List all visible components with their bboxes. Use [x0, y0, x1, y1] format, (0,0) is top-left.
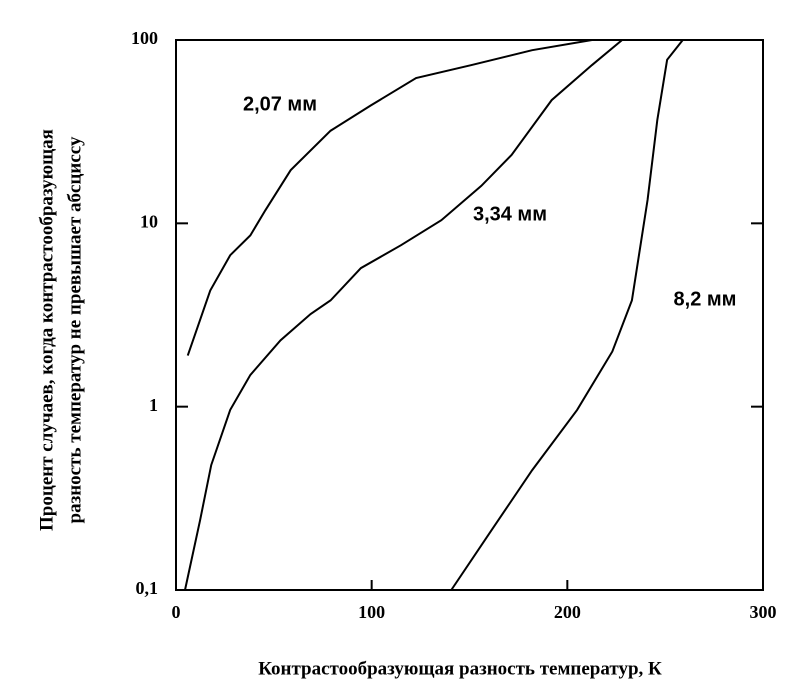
- curve-label: 8,2 мм: [674, 288, 737, 310]
- data-line: [184, 39, 663, 591]
- y-tick-label: 1: [149, 395, 158, 415]
- y-axis-label: Процент случаев, когда контрастообразующ…: [36, 129, 57, 531]
- curve-label: 2,07 мм: [243, 93, 317, 115]
- x-tick-label: 100: [358, 602, 385, 622]
- y-tick-label: 100: [131, 28, 158, 48]
- data-line: [186, 39, 642, 356]
- x-axis-label: Контрастообразующая разность температур,…: [258, 658, 662, 679]
- curve-label: 3,34 мм: [473, 203, 547, 225]
- data-line: [450, 39, 684, 591]
- y-tick-label: 0,1: [136, 578, 159, 598]
- y-tick-label: 10: [140, 211, 158, 231]
- plot-frame: [175, 39, 764, 591]
- x-tick-label: 300: [750, 602, 777, 622]
- y-axis-label: разность температур не превышает абсцисс…: [64, 136, 85, 523]
- x-tick-label: 200: [554, 602, 581, 622]
- x-tick-label: 0: [172, 602, 181, 622]
